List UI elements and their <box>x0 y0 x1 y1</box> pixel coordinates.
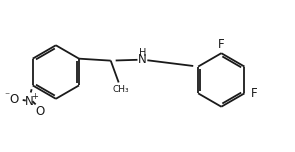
Text: N: N <box>25 95 34 108</box>
Text: CH₃: CH₃ <box>112 85 129 94</box>
Text: N: N <box>138 53 147 66</box>
Text: O: O <box>9 93 19 106</box>
Text: F: F <box>218 38 224 51</box>
Text: O: O <box>35 105 44 118</box>
Text: ⁻: ⁻ <box>4 91 9 101</box>
Text: +: + <box>31 92 38 101</box>
Text: F: F <box>251 87 258 100</box>
Text: H: H <box>139 48 146 58</box>
